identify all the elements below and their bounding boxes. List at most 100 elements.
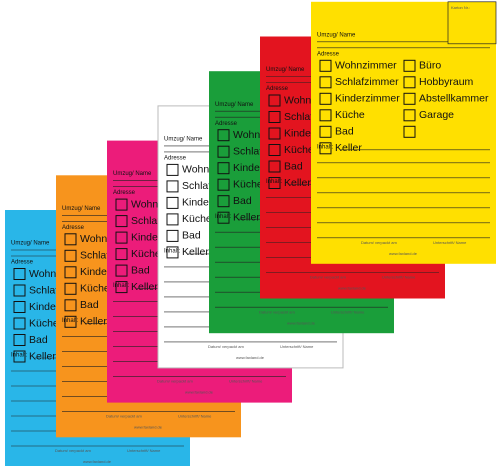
room-label: Bad — [131, 264, 150, 276]
website: www.faxland.de — [134, 424, 163, 429]
room-label: Hobbyraum — [419, 76, 474, 88]
room-label: Bad — [182, 230, 201, 242]
checkbox — [319, 125, 332, 138]
date-label: Datum/ verpackt am — [157, 379, 193, 384]
checkbox — [64, 233, 77, 246]
name-label: Umzug/ Name — [266, 67, 305, 73]
box-number-field — [447, 1, 497, 45]
date-label: Datum/ verpackt am — [259, 309, 295, 314]
checkbox — [13, 334, 26, 346]
checkbox — [64, 315, 77, 328]
checkbox — [115, 248, 128, 261]
date-label: Datum/ verpackt am — [106, 413, 142, 418]
checkbox — [166, 196, 179, 209]
name-label: Umzug/ Name — [113, 171, 152, 177]
box-label: Karton Nr.: — [451, 5, 470, 10]
checkbox — [268, 94, 281, 107]
checkbox — [268, 111, 281, 123]
room-label: Küche — [29, 317, 59, 329]
address-label: Adresse — [164, 155, 187, 161]
checkbox — [268, 144, 281, 156]
address-label: Adresse — [215, 121, 238, 127]
contents-label: Inhalt: — [11, 353, 28, 359]
checkbox — [403, 59, 416, 72]
room-label: Keller — [29, 350, 56, 362]
name-label: Umzug/ Name — [11, 241, 50, 247]
address-label: Adresse — [317, 51, 340, 57]
room-label: Wohnzimmer — [335, 60, 397, 72]
room-label: Schlafzimmer — [335, 76, 399, 88]
checkbox — [166, 213, 179, 226]
checkbox — [268, 160, 281, 173]
room-label: Küche — [80, 283, 110, 295]
checkbox — [403, 125, 416, 138]
website: www.faxland.de — [338, 286, 367, 291]
date-label: Datum/ verpackt am — [55, 448, 91, 453]
checkbox — [217, 211, 230, 224]
signature-label: Unterschrift/ Name — [229, 379, 263, 384]
signature-label: Unterschrift/ Name — [127, 448, 161, 453]
address-label: Adresse — [266, 86, 289, 92]
checkbox — [403, 109, 416, 122]
checkbox — [319, 59, 332, 72]
website: www.faxland.de — [236, 355, 265, 360]
website: www.faxland.de — [185, 390, 214, 395]
date-label: Datum/ verpackt am — [361, 240, 397, 245]
checkbox — [13, 317, 26, 330]
website: www.faxland.de — [389, 251, 418, 256]
room-label: Büro — [419, 60, 441, 72]
checkbox — [13, 284, 26, 297]
website: www.faxland.de — [287, 320, 316, 325]
checkbox — [319, 76, 332, 89]
checkbox — [115, 215, 128, 228]
checkbox — [403, 76, 416, 89]
checkbox — [64, 249, 77, 262]
checkbox — [319, 142, 332, 155]
room-label: Bad — [233, 195, 252, 207]
contents-label: Inhalt: — [317, 144, 334, 150]
checkbox — [403, 92, 416, 105]
signature-label: Unterschrift/ Name — [433, 240, 467, 245]
checkbox — [13, 301, 26, 313]
checkbox — [166, 229, 179, 242]
contents-label: Inhalt: — [164, 248, 181, 254]
checkbox — [115, 231, 128, 244]
checkbox — [268, 177, 281, 189]
room-label: Küche — [182, 213, 212, 225]
signature-label: Unterschrift/ Name — [382, 275, 416, 280]
room-label: Keller — [284, 177, 311, 189]
name-label: Umzug/ Name — [215, 102, 254, 108]
signature-label: Unterschrift/ Name — [178, 413, 212, 418]
room-label: Bad — [335, 126, 354, 138]
signature-label: Unterschrift/ Name — [331, 309, 365, 314]
room-label: Abstellkammer — [419, 93, 489, 105]
checkbox — [217, 145, 230, 158]
checkbox — [64, 282, 77, 295]
checkbox — [115, 264, 128, 277]
date-label: Datum/ verpackt am — [310, 275, 346, 280]
name-label: Umzug/ Name — [164, 136, 203, 142]
checkbox — [217, 178, 230, 191]
address-label: Adresse — [113, 190, 136, 196]
room-label: Keller — [182, 246, 209, 258]
checkbox — [64, 299, 77, 312]
checkbox — [217, 129, 230, 142]
signature-label: Unterschrift/ Name — [280, 344, 314, 349]
room-label: Küche — [233, 178, 263, 190]
contents-label: Inhalt: — [62, 318, 79, 324]
room-label: Bad — [29, 334, 48, 346]
checkbox — [13, 268, 26, 280]
room-label: Garage — [419, 109, 454, 121]
checkbox — [166, 163, 179, 176]
room-label: Küche — [131, 248, 161, 260]
checkbox — [166, 180, 179, 193]
address-label: Adresse — [62, 225, 85, 231]
contents-label: Inhalt: — [113, 283, 130, 289]
website: www.faxland.de — [83, 459, 112, 464]
room-label: Keller — [131, 281, 158, 293]
room-label: Keller — [80, 316, 107, 328]
checkbox — [64, 266, 77, 279]
checkbox — [268, 127, 281, 140]
checkbox — [217, 195, 230, 208]
